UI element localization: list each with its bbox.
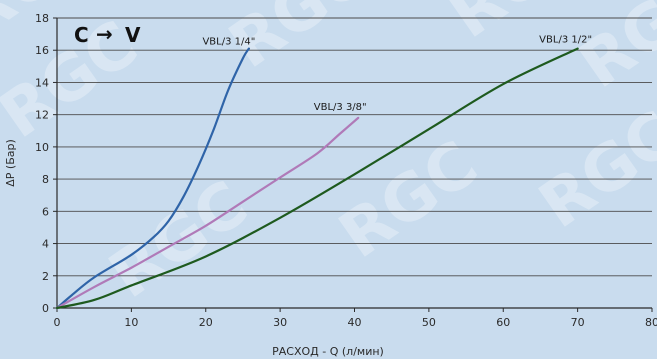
mode-annotation: C → V <box>74 22 141 47</box>
x-tick-label: 50 <box>422 316 436 329</box>
series-line <box>55 47 579 310</box>
y-tick-label: 6 <box>42 205 49 218</box>
x-tick-label: 20 <box>199 316 213 329</box>
watermark-layer: RGCRGCRGCRGCRGCRGCRGCRGC <box>0 0 657 313</box>
y-tick-label: 8 <box>42 173 49 186</box>
x-tick-label: 70 <box>571 316 585 329</box>
series-label: VBL/3 3/8" <box>314 102 367 113</box>
series-lines <box>55 47 579 310</box>
y-tick-label: 10 <box>35 141 49 154</box>
y-axis-title: ΔP (Бар) <box>4 139 17 187</box>
series-labels: VBL/3 1/4" VBL/3 3/8" VBL/3 1/2" <box>202 35 592 113</box>
x-tick-label: 40 <box>348 316 362 329</box>
x-tick-label: 30 <box>273 316 287 329</box>
axes: 0 10 20 30 40 50 60 70 80 0 2 4 6 8 10 12 14 16 18 <box>35 12 657 329</box>
mode-arrow: → <box>96 22 113 46</box>
y-tick-label: 14 <box>35 76 49 89</box>
watermark-text: RGC <box>567 0 657 103</box>
y-tick-label: 4 <box>42 238 49 251</box>
series-line <box>55 116 360 310</box>
x-tick-label: 80 <box>645 316 657 329</box>
x-tick-label: 0 <box>54 316 61 329</box>
mode-to-label: V <box>125 23 141 47</box>
grid-lines <box>57 17 652 277</box>
y-tick-label: 18 <box>35 12 49 25</box>
x-axis-title: РАСХОД - Q (л/мин) <box>272 345 384 358</box>
watermark-text: RGC <box>527 97 657 243</box>
y-tick-label: 16 <box>35 44 49 57</box>
watermark-text: RGC <box>327 127 491 273</box>
mode-from-label: C <box>74 23 89 47</box>
y-tick-label: 12 <box>35 109 49 122</box>
y-tick-label: 2 <box>42 270 49 283</box>
series-line <box>55 47 250 310</box>
y-tick-label: 0 <box>42 302 49 315</box>
x-tick-label: 60 <box>496 316 510 329</box>
series-label: VBL/3 1/4" <box>202 37 255 48</box>
series-label: VBL/3 1/2" <box>539 35 592 46</box>
x-tick-label: 10 <box>124 316 138 329</box>
